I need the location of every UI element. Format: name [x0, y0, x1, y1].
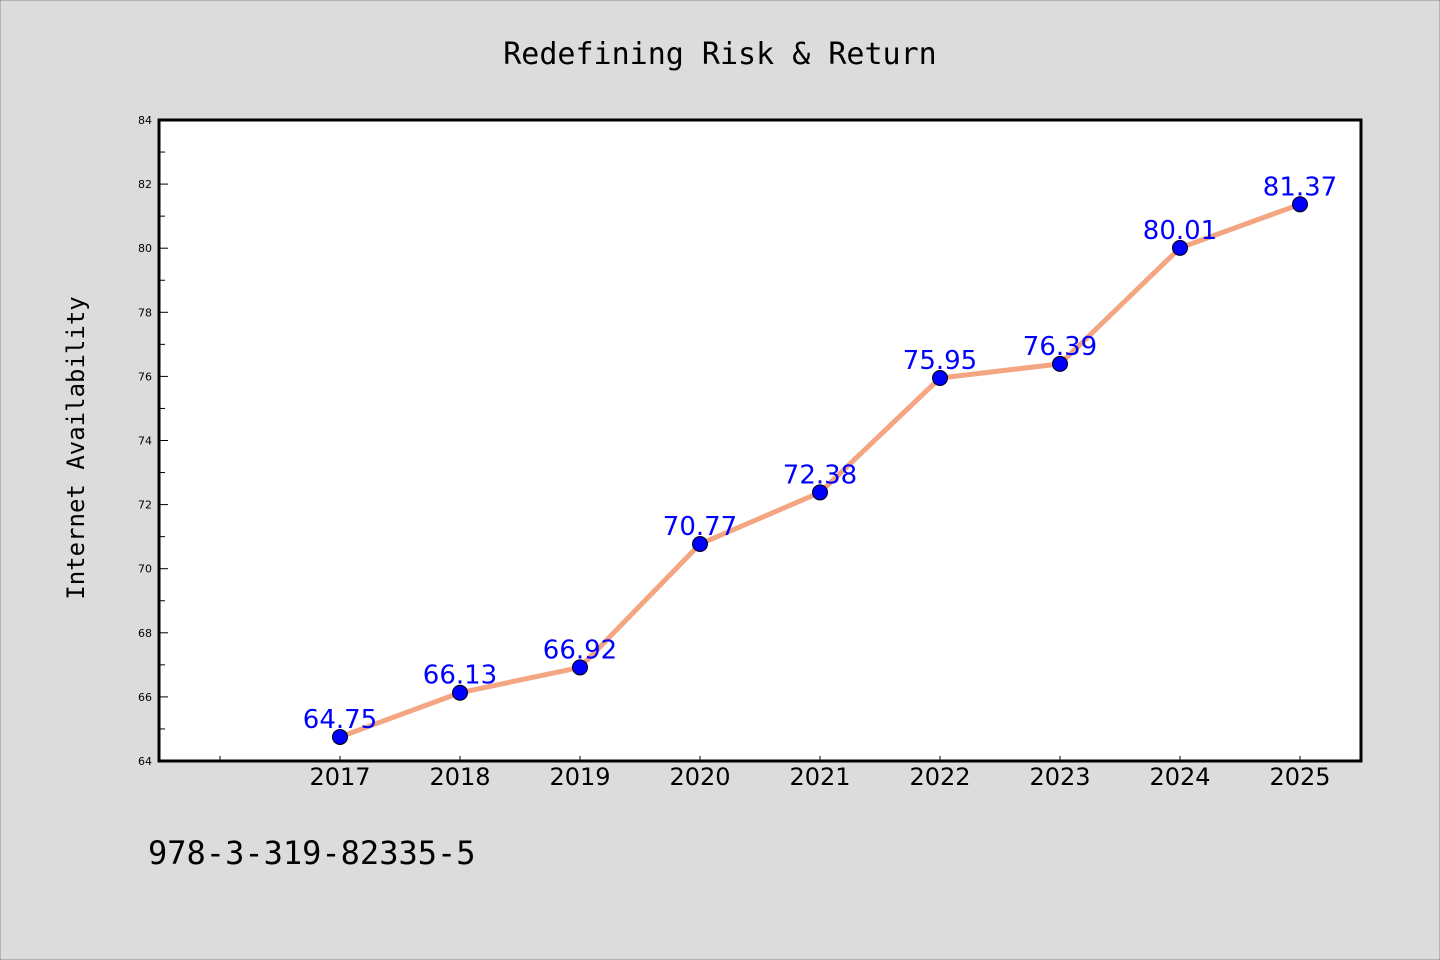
data-point: [812, 484, 828, 501]
data-label: 76.39: [1023, 332, 1097, 362]
y-tick-label: 78: [138, 306, 152, 319]
x-tick-label: 2017: [309, 763, 370, 791]
plot-frame: [157, 118, 1363, 763]
data-point: [1052, 355, 1068, 372]
series-layer: 64.75 66.13 66.92 70.77 72.38 75.95 76.39 80.01…: [303, 172, 1337, 745]
data-label: 81.37: [1263, 172, 1337, 202]
data-label: 66.13: [423, 661, 497, 691]
x-tick-label: 2025: [1269, 763, 1330, 791]
data-label: 66.92: [543, 635, 617, 665]
y-tick-label: 64: [138, 755, 152, 768]
chart-title: Redefining Risk & Return: [503, 37, 936, 72]
isbn-text: 978-3-319-82335-5: [148, 834, 476, 872]
y-tick-label: 70: [138, 563, 152, 576]
y-tick-label: 66: [138, 691, 152, 704]
data-label: 72.38: [783, 460, 857, 490]
y-tick-label: 72: [138, 499, 152, 512]
y-tick-label: 84: [138, 114, 152, 127]
data-label: 70.77: [663, 512, 737, 542]
x-tick-label: 2023: [1029, 763, 1090, 791]
data-point: [932, 370, 948, 387]
data-point: [452, 684, 468, 701]
y-tick-label: 82: [138, 178, 152, 191]
data-point: [1172, 239, 1188, 256]
data-label: 75.95: [903, 346, 977, 376]
x-tick-label: 2018: [429, 763, 490, 791]
plot-area: [159, 120, 1361, 761]
x-tick-label: 2022: [909, 763, 970, 791]
y-tick-label: 80: [138, 242, 152, 255]
y-tick-label: 76: [138, 370, 152, 383]
x-tick-label: 2019: [549, 763, 610, 791]
y-tick-label: 74: [138, 435, 152, 448]
x-tick-label: 2024: [1149, 763, 1210, 791]
data-point: [572, 659, 588, 676]
data-point: [332, 728, 348, 745]
data-label: 80.01: [1143, 216, 1217, 246]
data-point: [692, 536, 708, 553]
data-label: 64.75: [303, 705, 377, 735]
x-axis: 2017 2018 2019 2020 2021 2022 2023 2024 2025: [219, 756, 1331, 791]
y-axis: 64 66 68 70 72 74 76 78 80 82 84: [138, 114, 168, 768]
x-tick-label: 2020: [669, 763, 730, 791]
y-axis-label: Internet Availability: [62, 296, 90, 599]
x-tick-label: 2021: [789, 763, 850, 791]
y-tick-label: 68: [138, 627, 152, 640]
data-point: [1292, 196, 1308, 213]
